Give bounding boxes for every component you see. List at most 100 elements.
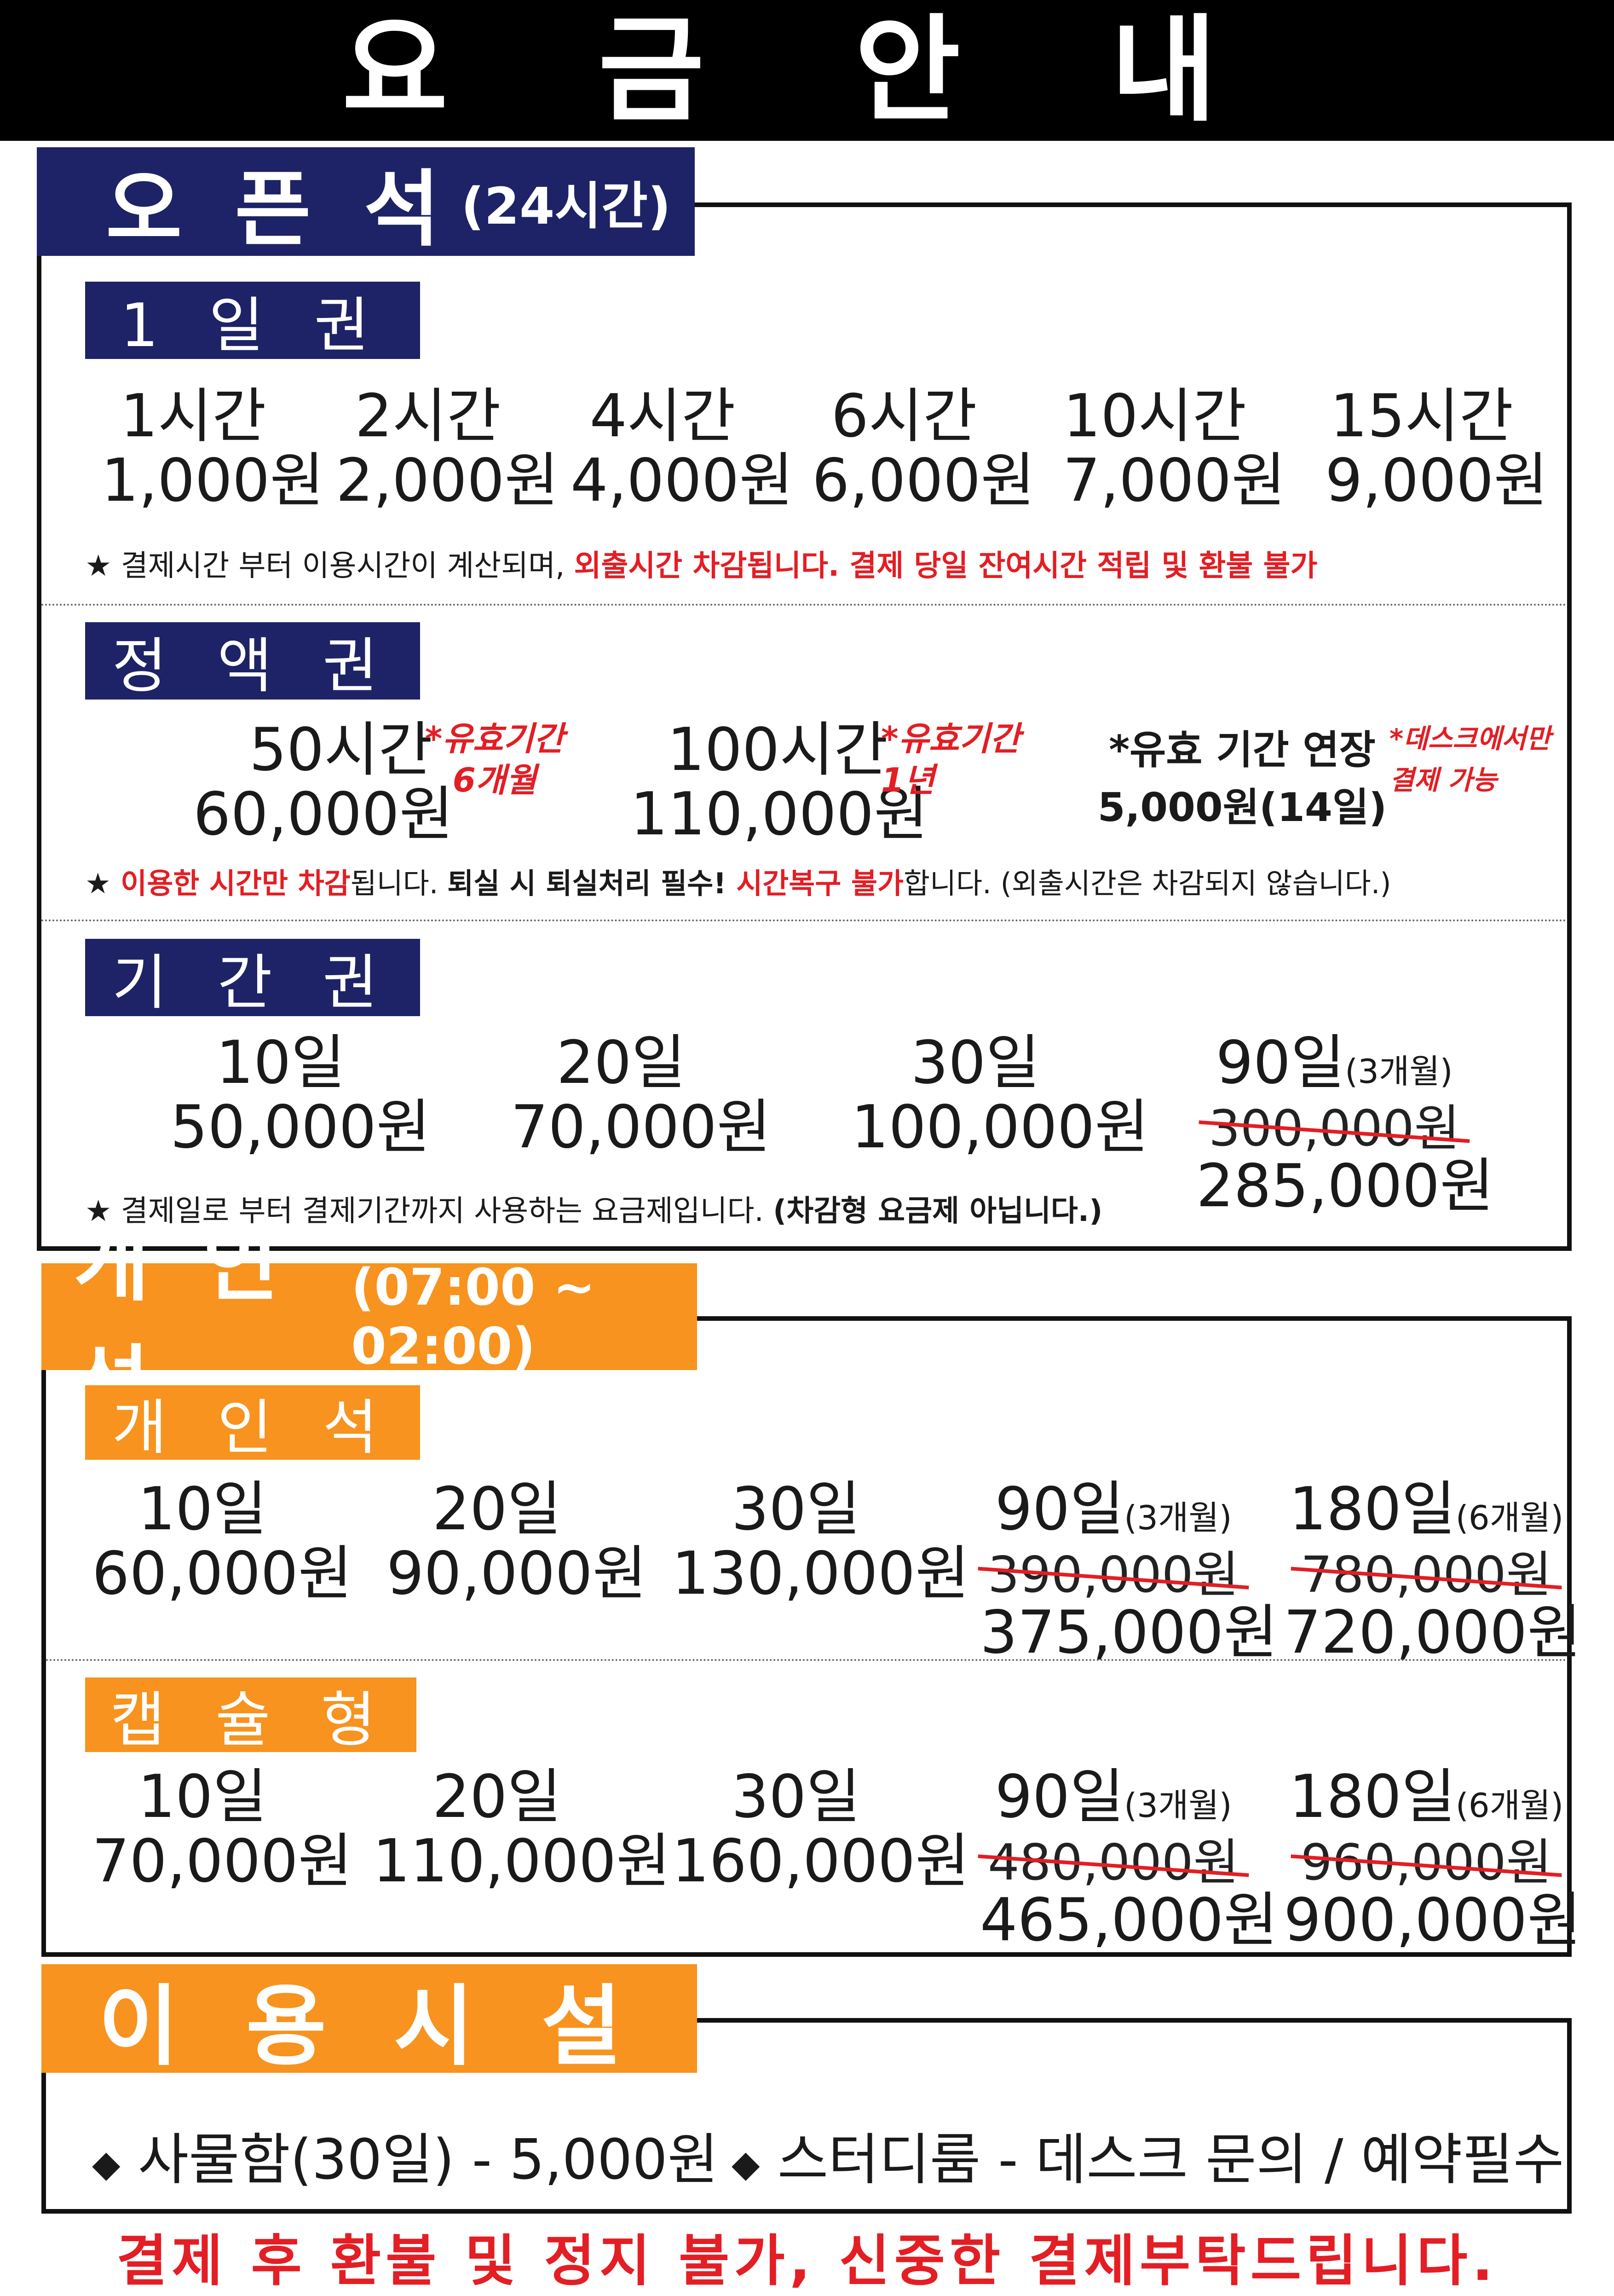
duration: 90일	[1216, 1029, 1345, 1097]
divider	[41, 604, 1567, 606]
old-price: 960,000원	[1301, 1834, 1552, 1891]
extension-note: *데스크에서만 결제 가능	[1389, 723, 1551, 796]
day-pass-item: 10시간 7,000원	[1063, 382, 1286, 515]
capsule-label: 캡 슐 형	[85, 1677, 416, 1755]
duration: 20일	[556, 1029, 686, 1097]
duration: 4시간	[589, 382, 736, 451]
old-price: 780,000원	[1301, 1546, 1552, 1604]
period-pass-item: 10일 50,000원	[170, 1029, 431, 1162]
day-pass-item: 15시간 9,000원	[1325, 382, 1548, 515]
capsule-item: 90일(3개월) 480,000원 465,000원	[980, 1763, 1278, 1955]
price: 7,000원	[1063, 446, 1286, 515]
extension-title: *유효 기간 연장	[1109, 727, 1376, 773]
duration-note: (6개월)	[1455, 1786, 1564, 1825]
duration: 180일	[1289, 1763, 1456, 1831]
star-icon: ★	[85, 1194, 112, 1228]
fixed-pass-note: ★ 이용한 시간만 차감됩니다. 퇴실 시 퇴실처리 필수! 시간복구 불가합니…	[85, 867, 1391, 900]
fixed-pass-label: 정 액 권	[85, 622, 420, 701]
divider	[41, 920, 1567, 921]
duration: 50시간	[249, 716, 432, 784]
diamond-icon: ◆	[92, 2142, 121, 2185]
price: 100,000원	[851, 1093, 1149, 1162]
period-pass-item: 30일 100,000원	[851, 1029, 1149, 1162]
period-pass-item: 20일 70,000원	[511, 1029, 771, 1162]
private-label: 개 인 석	[85, 1385, 420, 1463]
price: 9,000원	[1325, 446, 1548, 515]
old-price: 480,000원	[988, 1834, 1239, 1891]
extension-info: *유효 기간 연장 5,000원(14일)	[1095, 725, 1389, 840]
fixed-pass-validity: *유효기간 1년	[881, 719, 1020, 799]
duration: 15시간	[1330, 382, 1514, 451]
duration: 90일	[995, 1475, 1124, 1544]
star-icon: ★	[85, 867, 111, 900]
duration-note: (3개월)	[1345, 1052, 1453, 1091]
private-item: 30일 130,000원	[672, 1475, 970, 1608]
duration: 10일	[138, 1475, 267, 1544]
price: 285,000원	[1196, 1152, 1494, 1220]
private-item: 20일 90,000원	[386, 1475, 647, 1608]
price: 465,000원	[980, 1886, 1278, 1955]
page-title: 요 금 안 내	[342, 3, 1272, 137]
duration: 6시간	[831, 382, 977, 451]
extension-price: 5,000원(14일)	[1097, 785, 1387, 831]
private-seat-header: 개 인 석 (07:00 ~ 02:00)	[41, 1216, 697, 1433]
open-seat-title: 오 픈 석	[106, 161, 452, 258]
old-price: 300,000원	[1209, 1100, 1460, 1157]
day-pass-item: 2시간 2,000원	[336, 382, 559, 515]
private-item: 90일(3개월) 390,000원 375,000원	[980, 1475, 1278, 1665]
day-pass-item: 1시간 1,000원	[101, 382, 324, 515]
duration: 30일	[911, 1029, 1040, 1097]
duration: 20일	[432, 1475, 562, 1544]
locker-item: ◆ 사물함(30일) - 5,000원	[92, 2115, 718, 2195]
capsule-item: 30일 160,000원	[672, 1763, 970, 1896]
fixed-pass-validity: *유효기간 6개월	[425, 719, 565, 799]
price: 60,000원	[193, 780, 454, 849]
private-seat-hours: (07:00 ~ 02:00)	[351, 1258, 596, 1376]
price: 70,000원	[511, 1093, 771, 1162]
duration-note: (6개월)	[1455, 1498, 1564, 1537]
price: 1,000원	[101, 446, 324, 515]
day-pass-note: ★ 결제시간 부터 이용시간이 계산되며, 외출시간 차감됩니다. 결제 당일 …	[85, 549, 1318, 583]
price: 900,000원	[1284, 1886, 1582, 1955]
duration: 30일	[731, 1475, 861, 1544]
duration: 10시간	[1063, 382, 1247, 451]
price: 50,000원	[170, 1093, 431, 1162]
price: 70,000원	[92, 1827, 352, 1896]
capsule-item: 180일(6개월) 960,000원 900,000원	[1284, 1763, 1582, 1955]
duration: 2시간	[355, 382, 501, 451]
capsule-item: 20일 110,000원	[373, 1763, 671, 1896]
price: 110,000원	[630, 780, 928, 849]
star-icon: ★	[85, 549, 112, 583]
duration: 10일	[216, 1029, 346, 1097]
price: 6,000원	[812, 446, 1035, 515]
duration: 180일	[1289, 1475, 1456, 1544]
duration: 90일	[995, 1763, 1124, 1831]
private-item: 180일(6개월) 780,000원 720,000원	[1284, 1475, 1582, 1667]
duration: 1시간	[120, 382, 266, 451]
price: 2,000원	[336, 446, 559, 515]
price: 720,000원	[1284, 1598, 1582, 1667]
duration: 20일	[432, 1763, 562, 1831]
diamond-icon: ◆	[732, 2142, 760, 2185]
day-pass-label: 1 일 권	[85, 282, 420, 360]
period-pass-item: 90일(3개월) 300,000원 285,000원	[1196, 1029, 1494, 1220]
price: 90,000원	[386, 1539, 647, 1608]
title-bar	[0, 0, 1614, 141]
fixed-pass-item: 50시간 60,000원	[193, 716, 454, 849]
duration: 30일	[731, 1763, 861, 1831]
old-price: 390,000원	[988, 1546, 1239, 1604]
study-room-text: 스터디룸 - 데스크 문의 / 예약필수	[777, 2128, 1564, 2192]
duration: 100시간	[667, 716, 888, 784]
price: 110,000원	[373, 1827, 671, 1896]
duration-note: (3개월)	[1124, 1786, 1232, 1825]
footer-warning: 결제 후 환불 및 정지 불가, 신중한 결제부탁드립니다.	[116, 2229, 1498, 2293]
open-seat-header: 오 픈 석 (24시간)	[37, 147, 695, 258]
open-seat-box	[37, 202, 1572, 1251]
day-pass-item: 4시간 4,000원	[571, 382, 793, 513]
price: 160,000원	[672, 1827, 970, 1896]
locker-text: 사물함(30일) - 5,000원	[138, 2128, 719, 2192]
facilities-header: 이 용 시 설	[41, 1964, 697, 2077]
day-pass-item: 6시간 6,000원	[812, 382, 1035, 515]
capsule-item: 10일 70,000원	[92, 1765, 352, 1896]
price: 130,000원	[672, 1539, 970, 1608]
